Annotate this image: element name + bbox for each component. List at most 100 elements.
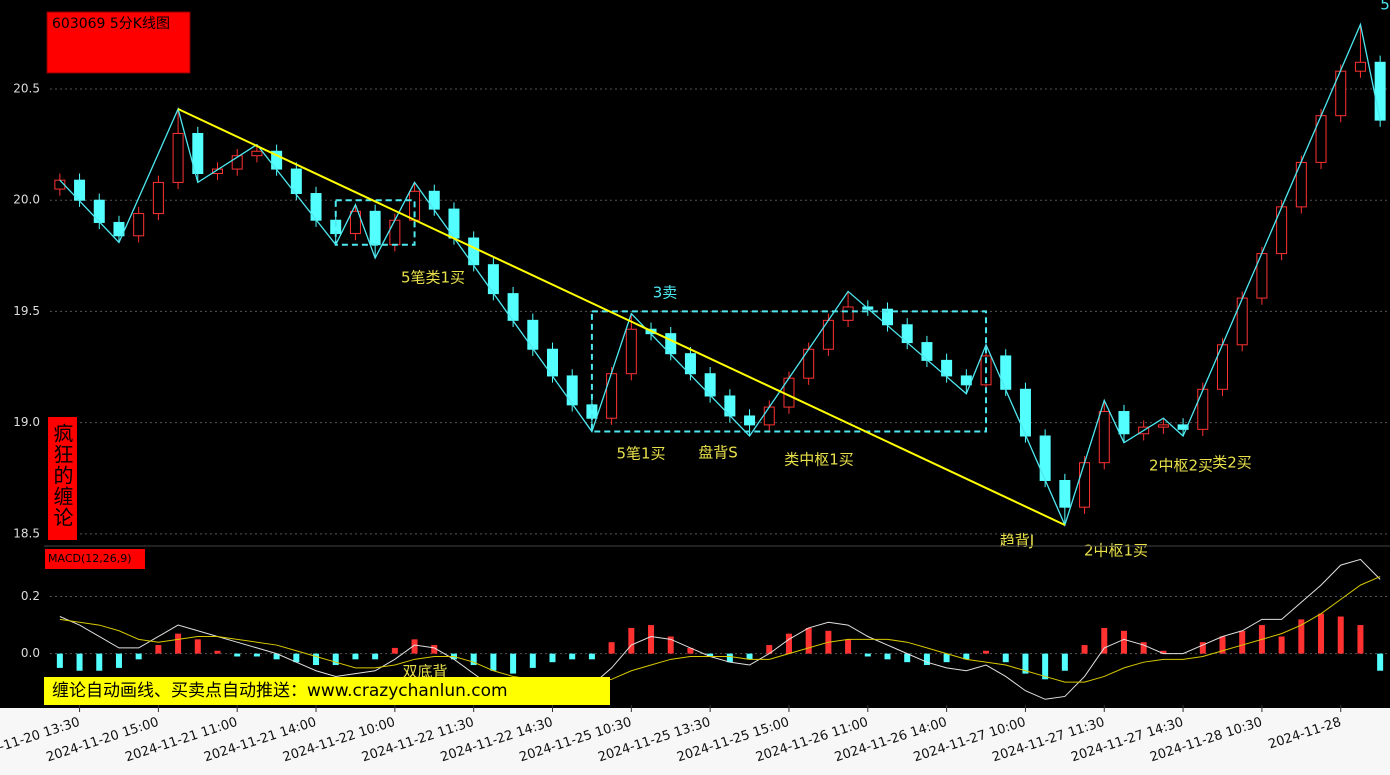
macd-bar bbox=[510, 653, 517, 674]
side-label-box bbox=[48, 417, 77, 540]
candle-body bbox=[684, 353, 696, 375]
candle-body bbox=[1197, 388, 1209, 430]
macd-bar bbox=[115, 653, 122, 668]
macd-bar bbox=[963, 653, 970, 660]
candle-body bbox=[93, 199, 105, 223]
macd-bar bbox=[904, 653, 911, 663]
annotation: 类中枢1买 bbox=[784, 451, 854, 469]
candle-body bbox=[704, 373, 716, 397]
macd-bar bbox=[1022, 653, 1029, 674]
y-tick-label: 18.5 bbox=[13, 526, 40, 540]
macd-bar bbox=[155, 645, 162, 654]
candle-body bbox=[428, 190, 440, 210]
stroke-line bbox=[59, 22, 1381, 527]
macd-bar bbox=[569, 653, 576, 660]
macd-bar bbox=[411, 639, 418, 654]
macd-bar bbox=[293, 653, 300, 663]
candle-body bbox=[152, 181, 164, 215]
candle-body bbox=[842, 306, 854, 321]
annotation: 3卖 bbox=[653, 284, 678, 302]
macd-bar bbox=[1278, 636, 1285, 654]
macd-bar bbox=[923, 653, 930, 666]
macd-bar bbox=[214, 650, 221, 654]
macd-line bbox=[59, 558, 1381, 700]
annotation: 5 bbox=[1380, 0, 1390, 14]
macd-bar bbox=[1002, 653, 1009, 663]
macd-bar bbox=[628, 627, 635, 654]
macd-bar bbox=[983, 650, 990, 654]
macd-bar bbox=[1199, 642, 1206, 654]
macd-bar bbox=[391, 647, 398, 654]
macd-title: MACD(12,26,9) bbox=[48, 552, 132, 565]
macd-bar bbox=[785, 633, 792, 654]
annotation: 趋背J bbox=[1000, 532, 1034, 550]
chart-title: 603069 5分K线图 bbox=[52, 16, 170, 32]
pivot-box bbox=[334, 199, 416, 246]
macd-bar bbox=[1318, 613, 1325, 654]
y-tick-label: 20.5 bbox=[13, 81, 40, 95]
candle-body bbox=[724, 395, 736, 417]
macd-bar bbox=[332, 653, 339, 666]
candle-body bbox=[1157, 424, 1169, 428]
trend-line bbox=[177, 108, 1066, 526]
candle-body bbox=[921, 342, 933, 361]
macd-bar bbox=[845, 639, 852, 654]
macd-bar bbox=[1042, 653, 1049, 680]
macd-bar bbox=[588, 653, 595, 660]
macd-bar bbox=[253, 653, 260, 657]
macd-bar bbox=[175, 633, 182, 654]
macd-bar bbox=[273, 653, 280, 660]
y-tick-label: 19.5 bbox=[13, 304, 40, 318]
macd-bar bbox=[1120, 630, 1127, 654]
candle-body bbox=[763, 406, 775, 426]
macd-bar bbox=[490, 653, 497, 671]
candle-body bbox=[1019, 388, 1031, 437]
macd-bar bbox=[529, 653, 536, 668]
macd-bar bbox=[707, 653, 714, 657]
macd-bar bbox=[1081, 645, 1088, 654]
candle-body bbox=[1118, 411, 1130, 435]
y-tick-label: 20.0 bbox=[13, 193, 40, 207]
candle-body bbox=[1354, 61, 1366, 72]
macd-bar bbox=[234, 653, 241, 657]
candle-body bbox=[1236, 297, 1248, 346]
candle-body bbox=[1000, 355, 1012, 390]
macd-bar bbox=[56, 653, 63, 668]
macd-bar bbox=[1337, 616, 1344, 654]
macd-bar bbox=[1377, 653, 1384, 671]
annotation: 2中枢1买 bbox=[1084, 542, 1148, 560]
macd-bar bbox=[726, 653, 733, 663]
macd-line bbox=[59, 576, 1381, 683]
annotation: 盘背S bbox=[698, 444, 738, 462]
y-tick-label: 0.2 bbox=[21, 589, 40, 603]
macd-bar bbox=[352, 653, 359, 660]
candle-body bbox=[625, 328, 637, 375]
candle-body bbox=[369, 210, 381, 246]
macd-bar bbox=[76, 653, 83, 671]
candle-body bbox=[606, 373, 618, 419]
macd-title-box bbox=[45, 549, 145, 569]
candle-body bbox=[133, 213, 145, 237]
macd-bar bbox=[1061, 653, 1068, 671]
macd-bar bbox=[648, 625, 655, 654]
pivot-box bbox=[590, 310, 988, 433]
macd-bar bbox=[372, 653, 379, 660]
y-tick-label: 0.0 bbox=[21, 646, 40, 660]
x-axis-strip bbox=[0, 708, 1390, 775]
annotation: 5笔类1买 bbox=[401, 269, 465, 287]
macd-bar bbox=[1357, 625, 1364, 654]
annotation: 双底背 bbox=[402, 663, 447, 681]
macd-bar bbox=[608, 642, 615, 654]
annotation: 类2买 bbox=[1212, 454, 1252, 472]
macd-bar bbox=[135, 653, 142, 660]
macd-bar bbox=[431, 645, 438, 654]
candle-body bbox=[1098, 411, 1110, 464]
candle-body bbox=[349, 210, 361, 235]
candle-body bbox=[192, 132, 204, 175]
candle-body bbox=[290, 168, 302, 195]
macd-bar bbox=[470, 653, 477, 666]
macd-bar bbox=[667, 636, 674, 654]
